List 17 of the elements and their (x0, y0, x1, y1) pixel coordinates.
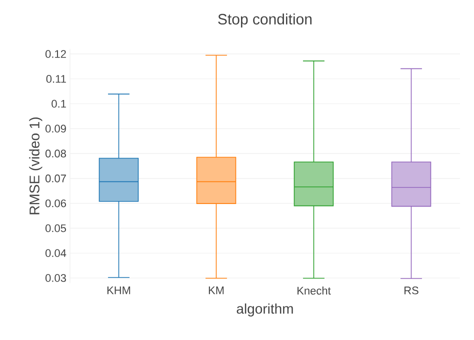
x-axis-title: algorithm (236, 303, 293, 317)
chart-title: Stop condition (218, 13, 312, 28)
y-tick-label: 0.07 (45, 174, 66, 182)
y-tick-label: 0.05 (45, 224, 66, 232)
x-tick-label: KHM (107, 286, 130, 294)
y-tick-label: 0.04 (45, 249, 66, 258)
x-tick-label: KM (208, 286, 224, 294)
y-axis-title: RMSE (video 1) (29, 117, 42, 214)
x-tick-label: Knecht (298, 286, 331, 295)
y-tick-label: 0.09 (45, 124, 66, 133)
y-tick-label: 0.12 (45, 50, 66, 58)
y-tick-label: 0.06 (45, 199, 66, 208)
y-tick-label: 0.08 (45, 150, 66, 158)
x-tick-label: RS (404, 286, 418, 294)
y-tick-label: 0.1 (52, 100, 66, 108)
y-tick-label: 0.11 (46, 74, 66, 83)
y-tick-label: 0.03 (45, 274, 66, 282)
